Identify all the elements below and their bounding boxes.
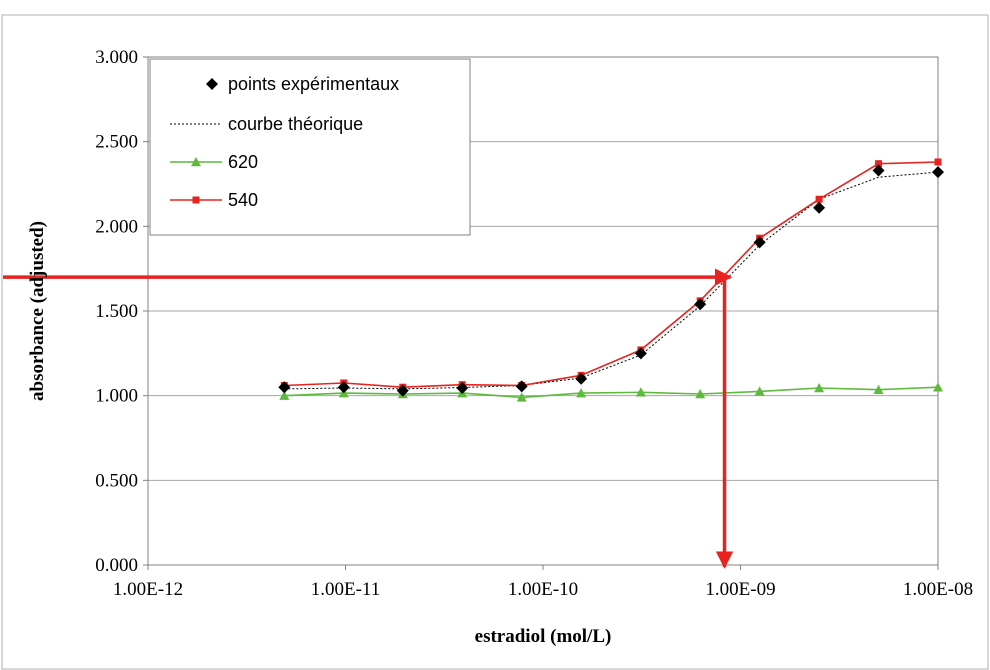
x-axis-label: estradiol (mol/L): [475, 626, 612, 647]
legend-label: 620: [228, 152, 258, 172]
x-tick-label: 1.00E-12: [113, 579, 183, 600]
data-point: [575, 372, 588, 385]
data-point: [337, 381, 350, 394]
y-tick-label: 1.500: [95, 301, 138, 322]
data-point: [934, 158, 942, 166]
data-point: [932, 166, 944, 179]
data-point: [279, 390, 290, 400]
x-tick-label: 1.00E-09: [705, 579, 775, 600]
legend-item-3: 540: [170, 190, 258, 210]
y-axis-label: absorbance (adjusted): [27, 221, 48, 401]
legend-item-0: points expérimentaux: [206, 74, 399, 94]
legend-box: [149, 58, 471, 236]
data-point: [634, 347, 647, 360]
data-point: [635, 387, 646, 397]
data-point: [815, 195, 823, 203]
series: [278, 158, 944, 402]
data-point: [278, 381, 291, 394]
legend-label: courbe théorique: [228, 114, 363, 134]
data-point: [813, 201, 826, 214]
data-point: [872, 164, 885, 177]
data-point: [576, 388, 587, 398]
data-point: [814, 383, 825, 393]
y-tick-label: 1.000: [95, 386, 138, 407]
series-line-540: [284, 161, 939, 389]
data-point: [695, 388, 706, 399]
legend: points expérimentaux courbe théorique 620 5…: [149, 58, 471, 236]
legend-label: points expérimentaux: [228, 74, 399, 94]
legend-swatch-marker: [192, 196, 200, 204]
x-tick-label: 1.00E-11: [311, 579, 380, 600]
legend-swatch-marker: [191, 157, 201, 167]
y-tick-label: 0.500: [95, 470, 138, 491]
legend-swatch: [206, 78, 218, 90]
series-line-theoretical: [284, 171, 939, 390]
series-0: [278, 164, 944, 397]
data-point: [753, 236, 766, 249]
data-point: [396, 384, 409, 397]
tick-labels: 0.000 0.500 1.000 1.500 2.000 2.500 3.000 1.00E…: [95, 47, 973, 600]
y-tick-label: 3.000: [95, 47, 138, 68]
y-tick-label: 2.000: [95, 216, 138, 237]
y-tick-label: 0.000: [95, 555, 138, 576]
data-point: [456, 382, 469, 395]
data-point: [516, 392, 527, 402]
legend-item-2: 620: [170, 152, 258, 172]
legend-label: 540: [228, 190, 258, 210]
series-1: [284, 171, 939, 390]
legend-item-1: courbe théorique: [170, 114, 363, 134]
data-point: [694, 298, 707, 311]
data-point: [754, 386, 765, 396]
annotations: [3, 268, 734, 569]
series-line-620: [284, 386, 939, 399]
data-point: [875, 160, 883, 168]
x-tick-label: 1.00E-10: [508, 579, 578, 600]
data-point: [515, 380, 528, 393]
y-tick-label: 2.500: [95, 132, 138, 153]
data-point: [933, 382, 943, 392]
x-tick-label: 1.00E-08: [903, 579, 973, 600]
data-point: [873, 384, 884, 394]
